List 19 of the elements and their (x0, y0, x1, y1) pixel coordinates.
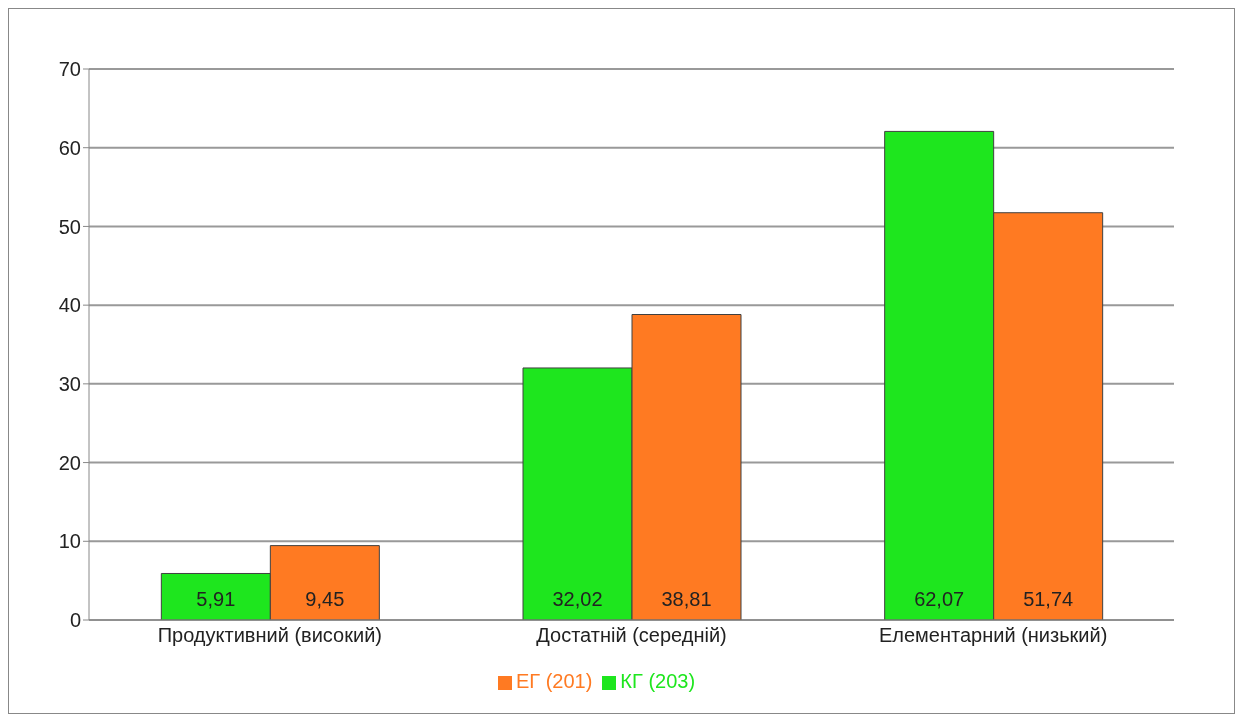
y-tick-label: 10 (58, 530, 81, 553)
y-tick-label: 60 (58, 136, 81, 159)
data-label: 5,91 (196, 588, 236, 610)
x-tick-label: Достатній (середній) (536, 624, 727, 647)
x-tick-label: Продуктивний (високий) (157, 624, 382, 647)
y-tick-label: 70 (58, 58, 81, 81)
legend-label: ЕГ (201) (515, 670, 593, 692)
y-tick-label: 40 (58, 294, 81, 317)
data-label: 32,02 (552, 588, 603, 610)
y-tick-label: 0 (69, 609, 81, 632)
y-tick-label: 50 (58, 215, 81, 238)
legend-label: КГ (203) (620, 670, 696, 692)
y-tick-label: 30 (58, 372, 81, 395)
data-label: 51,74 (1023, 588, 1074, 610)
x-tick-label: Елементарний (низький) (878, 624, 1108, 647)
data-label: 38,81 (661, 588, 712, 610)
y-tick-label: 20 (58, 451, 81, 474)
data-label: 62,07 (914, 588, 965, 610)
data-label: 9,45 (305, 588, 345, 610)
